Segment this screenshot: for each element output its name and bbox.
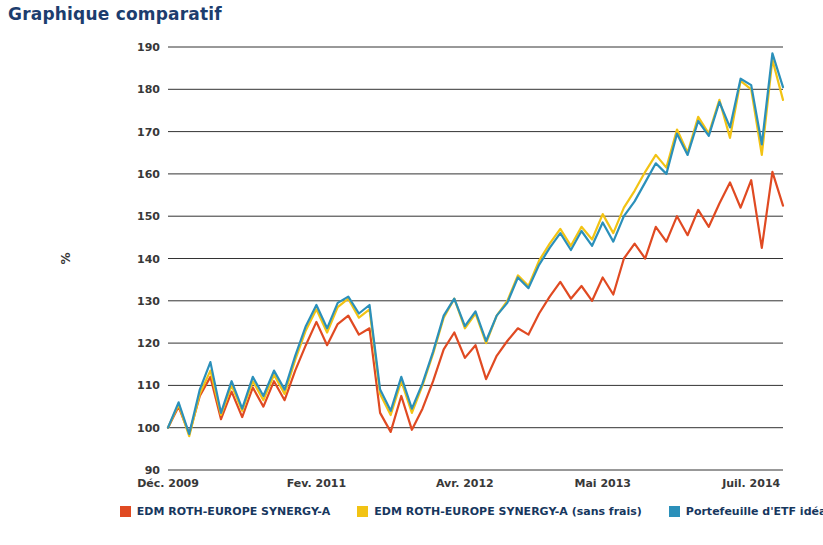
legend-item-synergy-a-sans-frais: EDM ROTH-EUROPE SYNERGY-A (sans frais) [357,505,642,518]
y-tick-label-130: 130 [137,295,160,308]
legend-label-portefeuille-etf: Portefeuille d'ETF idéal [686,505,823,518]
series-line-1 [168,60,783,437]
x-tick-label: Mai 2013 [574,477,631,490]
x-tick-label: Fev. 2011 [287,477,346,490]
y-tick-label-170: 170 [137,126,160,139]
comparison-line-chart: 90 100 110 120 130 140 150 160 170 180 190% Déc. 20… [0,0,823,500]
legend-label-synergy-a-sans-frais: EDM ROTH-EUROPE SYNERGY-A (sans frais) [374,505,642,518]
legend-color-swatch-blue [669,506,680,517]
x-tick-label: Avr. 2012 [436,477,494,490]
comparison-chart-page: Graphique comparatif 9010011012013014015… [0,0,823,545]
chart-legend: EDM ROTH-EUROPE SYNERGY-A EDM ROTH-EUROP… [150,505,800,518]
y-tick-label-160: 160 [137,168,160,181]
y-gridlines [168,47,783,470]
y-tick-label-140: 140 [137,253,160,266]
y-axis-tick-labels: 90 100 110 120 130 140 150 160 170 180 190 [137,41,160,477]
legend-item-synergy-a: EDM ROTH-EUROPE SYNERGY-A [120,505,330,518]
y-tick-label-90: 90 [145,464,161,477]
y-tick-label-110: 110 [137,379,160,392]
legend-color-swatch-yellow [357,506,368,517]
legend-label-synergy-a: EDM ROTH-EUROPE SYNERGY-A [137,505,330,518]
y-tick-label-120: 120 [137,337,160,350]
x-tick-label: Juil. 2014 [721,477,780,490]
y-tick-label-180: 180 [137,83,160,96]
y-tick-label-100: 100 [137,422,160,435]
y-axis-label: % [59,252,73,264]
legend-color-swatch-red [120,506,131,517]
y-tick-label-150: 150 [137,210,160,223]
x-axis-tick-labels: Déc. 2009 Fev. 2011 Avr. 2012 Mai 2013 Juil.… [137,477,780,490]
legend-item-portefeuille-etf: Portefeuille d'ETF idéal [669,505,823,518]
series-line-2 [168,53,783,434]
y-tick-label-190: 190 [137,41,160,54]
x-tick-label: Déc. 2009 [137,477,199,490]
